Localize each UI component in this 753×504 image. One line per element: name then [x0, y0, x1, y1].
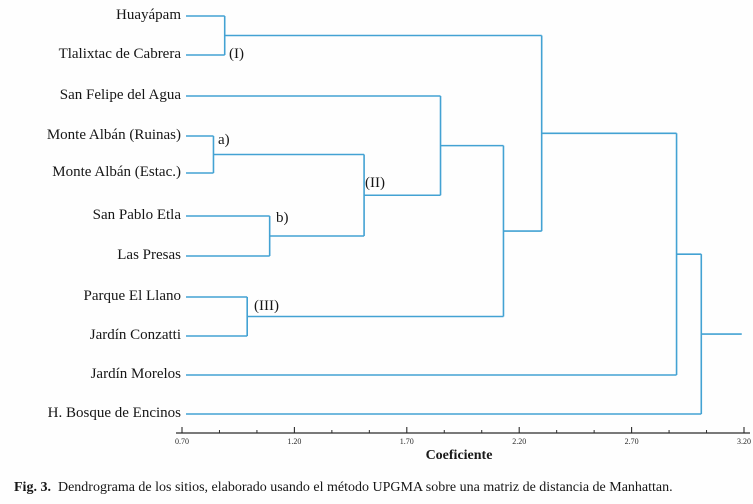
- cluster-label-II: (II): [365, 175, 385, 191]
- leaf-label: Jardín Conzatti: [89, 327, 181, 343]
- cluster-label-III: (III): [254, 298, 279, 314]
- leaf-label: San Pablo Etla: [92, 207, 181, 223]
- leaf-label: San Felipe del Agua: [59, 87, 181, 103]
- leaf-label: Huayápam: [116, 7, 181, 23]
- cluster-label-I: (I): [229, 46, 244, 62]
- x-tick-label: 1.70: [399, 437, 414, 446]
- leaf-label: Las Presas: [117, 247, 181, 263]
- x-tick-label: 0.70: [175, 437, 189, 446]
- x-tick-label: 3.20: [737, 437, 751, 446]
- cluster-label-a: a): [218, 132, 230, 148]
- dendrogram-lines: [176, 15, 750, 434]
- x-tick-label: 1.20: [287, 437, 302, 446]
- leaf-label: H. Bosque de Encinos: [47, 405, 181, 421]
- leaf-label: Monte Albán (Estac.): [52, 164, 181, 180]
- cluster-label-b: b): [276, 210, 289, 226]
- leaf-label: Parque El Llano: [83, 288, 181, 304]
- leaf-label: Jardín Morelos: [90, 366, 181, 382]
- x-tick-label: 2.20: [512, 437, 527, 446]
- figure-caption-label: Fig. 3.: [14, 480, 51, 495]
- leaf-label: Monte Albán (Ruinas): [46, 127, 181, 143]
- x-tick-label: 2.70: [624, 437, 639, 446]
- figure-caption-text: Dendrograma de los sitios, elaborado usa…: [57, 480, 673, 495]
- figure-caption: Fig. 3. Dendrograma de los sitios, elabor…: [14, 479, 744, 497]
- leaf-label: Tlalixtac de Cabrera: [58, 46, 181, 62]
- x-axis-title: Coeficiente: [425, 448, 493, 463]
